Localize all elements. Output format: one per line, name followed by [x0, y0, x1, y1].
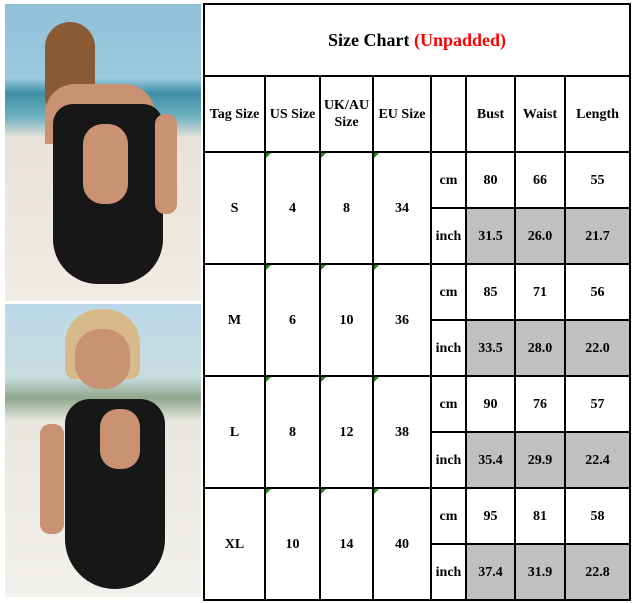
length-cm: 56: [563, 263, 632, 321]
unit-cm: cm: [430, 375, 467, 433]
unit-cm: cm: [430, 263, 467, 321]
bust-cm: 80: [465, 151, 516, 209]
length-cm: 58: [563, 487, 632, 545]
product-photo-side-view: [5, 304, 201, 597]
length-inch: 22.4: [563, 431, 632, 489]
size-chart-table: Size Chart (Unpadded) Tag Size US Size U…: [202, 3, 632, 601]
tag-size: L: [203, 375, 266, 489]
length-inch: 21.7: [563, 207, 632, 265]
us-size: 4: [264, 151, 321, 265]
us-size: 10: [264, 487, 321, 601]
eu-size: 38: [372, 375, 432, 489]
bust-inch: 33.5: [465, 319, 516, 377]
bust-inch: 31.5: [465, 207, 516, 265]
uk-au-size: 12: [319, 375, 374, 489]
us-size: 8: [264, 375, 321, 489]
uk-au-size: 14: [319, 487, 374, 601]
length-inch: 22.0: [563, 319, 632, 377]
header-unit: [430, 75, 467, 153]
unit-inch: inch: [430, 431, 467, 489]
waist-cm: 66: [514, 151, 566, 209]
table-row: M 6 10 36 cm 85 71 56: [203, 263, 632, 377]
chart-title: Size Chart (Unpadded): [202, 3, 632, 77]
table-row: inch 37.4 31.9 22.8: [204, 543, 632, 601]
bust-inch: 35.4: [465, 431, 516, 489]
header-us-size: US Size: [264, 75, 321, 153]
header-tag-size: Tag Size: [203, 75, 266, 153]
bust-cm: 85: [465, 263, 516, 321]
header-eu-size: EU Size: [372, 75, 432, 153]
waist-inch: 28.0: [514, 319, 566, 377]
tag-size: S: [203, 151, 266, 265]
tag-size: M: [203, 263, 266, 377]
eu-size: 36: [372, 263, 432, 377]
table-row: L 8 12 38 cm 90 76 57: [203, 375, 632, 489]
waist-cm: 76: [514, 375, 566, 433]
waist-inch: 29.9: [514, 431, 566, 489]
uk-au-size: 10: [319, 263, 374, 377]
length-cm: 57: [563, 375, 632, 433]
header-length: Length: [563, 75, 632, 153]
waist-cm: 81: [514, 487, 566, 545]
header-waist: Waist: [514, 75, 566, 153]
bust-cm: 95: [465, 487, 516, 545]
unit-inch: inch: [430, 543, 467, 601]
unit-cm: cm: [430, 151, 467, 209]
bust-cm: 90: [465, 375, 516, 433]
table-row: inch 35.4 29.9 22.4: [204, 431, 632, 489]
header-row: Tag Size US Size UK/AU Size EU Size Bust…: [203, 75, 632, 153]
table-row: inch 31.5 26.0 21.7: [204, 207, 632, 265]
unit-inch: inch: [430, 207, 467, 265]
table-row: XL 10 14 40 cm 95 81 58: [203, 487, 632, 601]
table-row: inch 33.5 28.0 22.0: [204, 319, 632, 377]
bust-inch: 37.4: [465, 543, 516, 601]
length-inch: 22.8: [563, 543, 632, 601]
header-bust: Bust: [465, 75, 516, 153]
unit-inch: inch: [430, 319, 467, 377]
tag-size: XL: [203, 487, 266, 601]
waist-inch: 26.0: [514, 207, 566, 265]
waist-inch: 31.9: [514, 543, 566, 601]
table-row: S 4 8 34 cm 80 66 55: [203, 151, 632, 265]
length-cm: 55: [563, 151, 632, 209]
unpadded-note: (Unpadded): [413, 29, 507, 50]
eu-size: 34: [372, 151, 432, 265]
header-uk-au-size: UK/AU Size: [319, 75, 374, 153]
waist-cm: 71: [514, 263, 566, 321]
eu-size: 40: [372, 487, 432, 601]
us-size: 6: [264, 263, 321, 377]
unit-cm: cm: [430, 487, 467, 545]
uk-au-size: 8: [319, 151, 374, 265]
product-photo-back-view: [5, 4, 201, 301]
